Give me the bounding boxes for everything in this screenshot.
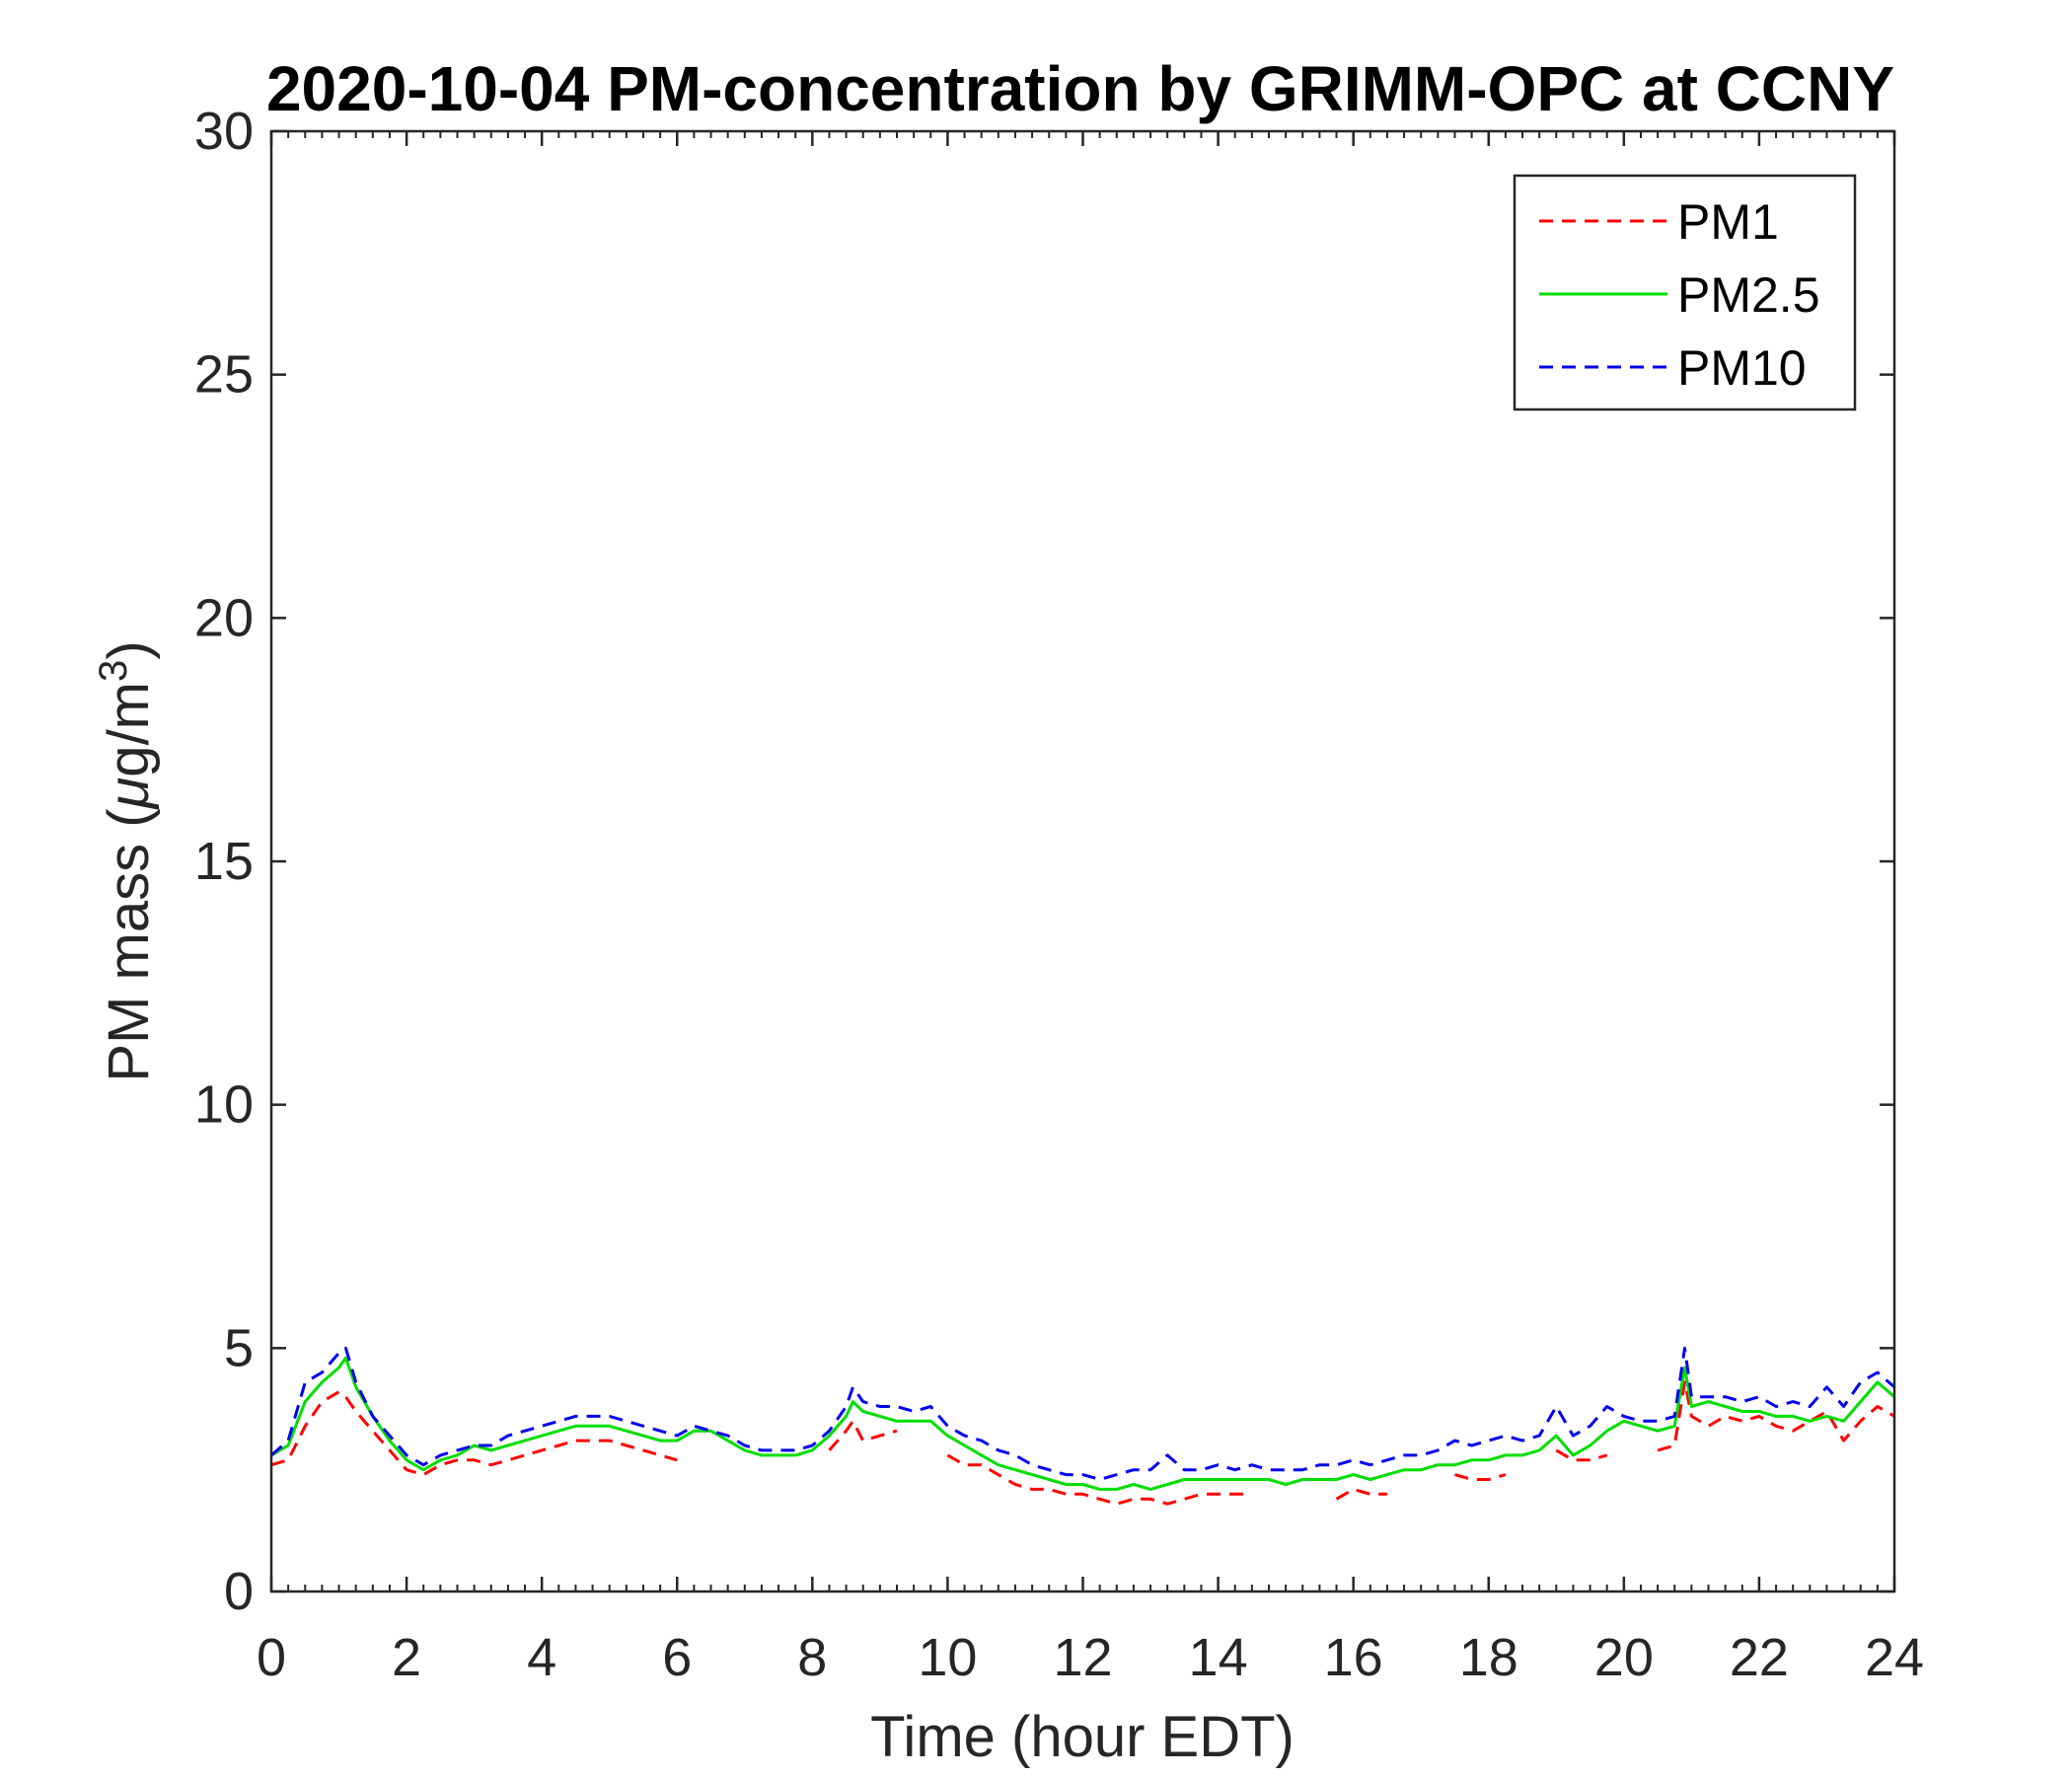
x-tick-label: 8 [797, 1628, 827, 1687]
x-tick-label: 4 [527, 1628, 556, 1687]
y-tick-label: 30 [194, 102, 254, 161]
series-line-pm10 [270, 1346, 1895, 1481]
y-tick-label: 10 [194, 1075, 254, 1135]
y-axis-label-suffix: ) [97, 640, 161, 659]
y-tick-label: 20 [194, 588, 254, 647]
y-axis-label-sup: 3 [92, 660, 135, 682]
x-tick-label: 18 [1459, 1628, 1518, 1687]
x-tick-label: 14 [1189, 1628, 1248, 1687]
x-tick-label: 24 [1865, 1628, 1924, 1687]
x-tick-label: 10 [918, 1628, 977, 1687]
x-tick-label: 6 [662, 1628, 692, 1687]
y-tick-label: 25 [194, 345, 254, 405]
series-line-pm1 [270, 1380, 1895, 1506]
x-tick-labels: 0 2 4 6 8 10 12 14 16 18 20 22 24 [257, 1628, 1924, 1687]
x-tick-label: 22 [1730, 1628, 1789, 1687]
series-line-pm25 [270, 1356, 1895, 1491]
y-tick-label: 0 [224, 1562, 254, 1621]
x-tick-label: 0 [257, 1628, 286, 1687]
x-tick-label: 16 [1324, 1628, 1383, 1687]
y-axis-label: PM mass (μg/m3) [92, 640, 161, 1081]
legend-label-pm1: PM1 [1677, 194, 1779, 250]
x-axis-label: Time (hour EDT) [870, 1705, 1295, 1769]
x-tick-label: 2 [392, 1628, 421, 1687]
chart-title: 2020-10-04 PM-concentration by GRIMM-OPC… [266, 53, 1894, 124]
y-tick-labels: 0 5 10 15 20 25 30 [194, 102, 254, 1621]
y-tick-label: 5 [224, 1318, 254, 1377]
y-axis-label-mu: μ [97, 777, 161, 811]
x-tick-label: 12 [1053, 1628, 1112, 1687]
legend-label-pm10: PM10 [1677, 340, 1807, 396]
y-tick-label: 15 [194, 832, 254, 891]
x-tick-label: 20 [1594, 1628, 1654, 1687]
plot-frame [269, 129, 1896, 1593]
y-axis-label-unit: g/m [97, 682, 161, 777]
y-axis-label-prefix: PM mass ( [97, 808, 161, 1081]
series-layer [270, 1346, 1895, 1506]
legend: PM1 PM2.5 PM10 [1513, 174, 1857, 411]
legend-label-pm25: PM2.5 [1677, 267, 1820, 323]
